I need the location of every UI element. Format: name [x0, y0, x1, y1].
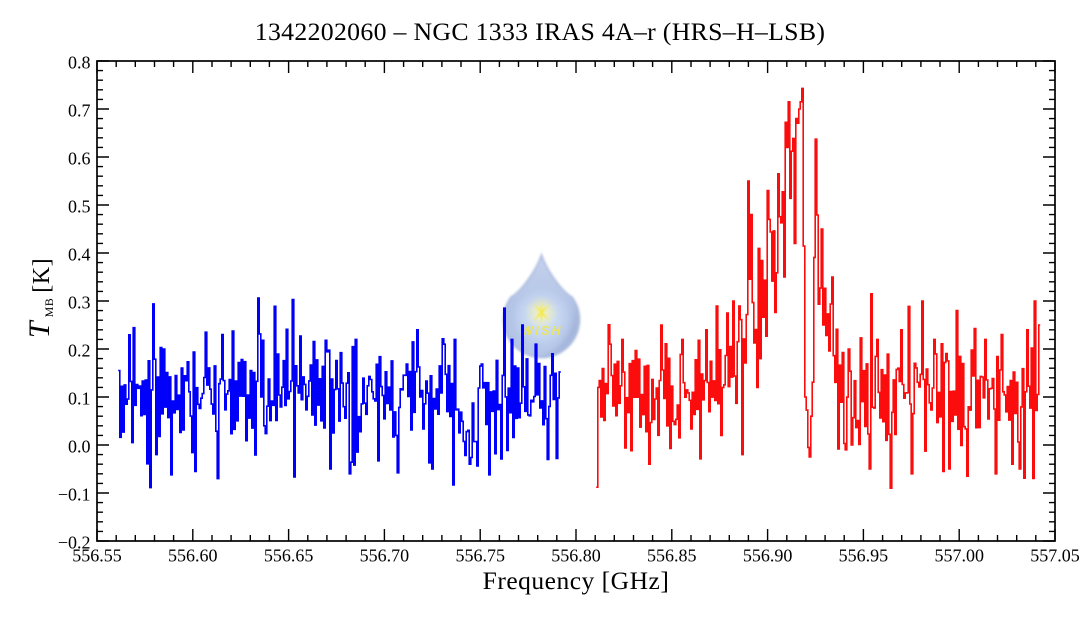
svg-text:556.70: 556.70	[360, 546, 410, 566]
svg-text:557.00: 557.00	[934, 546, 984, 566]
svg-text:−0.1: −0.1	[58, 484, 91, 504]
svg-text:556.85: 556.85	[647, 546, 697, 566]
svg-text:WISH: WISH	[521, 324, 562, 338]
svg-text:0.8: 0.8	[68, 52, 91, 72]
svg-text:−0.2: −0.2	[58, 532, 91, 552]
svg-text:556.80: 556.80	[551, 546, 601, 566]
svg-text:0.2: 0.2	[68, 340, 91, 360]
svg-text:557.05: 557.05	[1030, 546, 1080, 566]
svg-text:556.90: 556.90	[743, 546, 793, 566]
svg-text:556.65: 556.65	[264, 546, 314, 566]
svg-text:556.60: 556.60	[168, 546, 218, 566]
svg-text:0.3: 0.3	[68, 292, 91, 312]
svg-text:556.75: 556.75	[455, 546, 505, 566]
svg-text:0.5: 0.5	[68, 196, 91, 216]
svg-text:0.1: 0.1	[68, 388, 91, 408]
svg-text:Frequency [GHz]: Frequency [GHz]	[483, 566, 670, 595]
svg-text:0.6: 0.6	[68, 148, 91, 168]
svg-text:0.4: 0.4	[68, 244, 91, 264]
svg-text:0.7: 0.7	[68, 100, 91, 120]
svg-text:0.0: 0.0	[68, 436, 91, 456]
svg-text:T MB[K]: T MB[K]	[23, 258, 56, 338]
svg-text:1342202060 – NGC 1333 IRAS 4A–: 1342202060 – NGC 1333 IRAS 4A–r (HRS–H–L…	[255, 17, 825, 46]
svg-text:556.55: 556.55	[72, 546, 122, 566]
svg-text:556.95: 556.95	[839, 546, 889, 566]
